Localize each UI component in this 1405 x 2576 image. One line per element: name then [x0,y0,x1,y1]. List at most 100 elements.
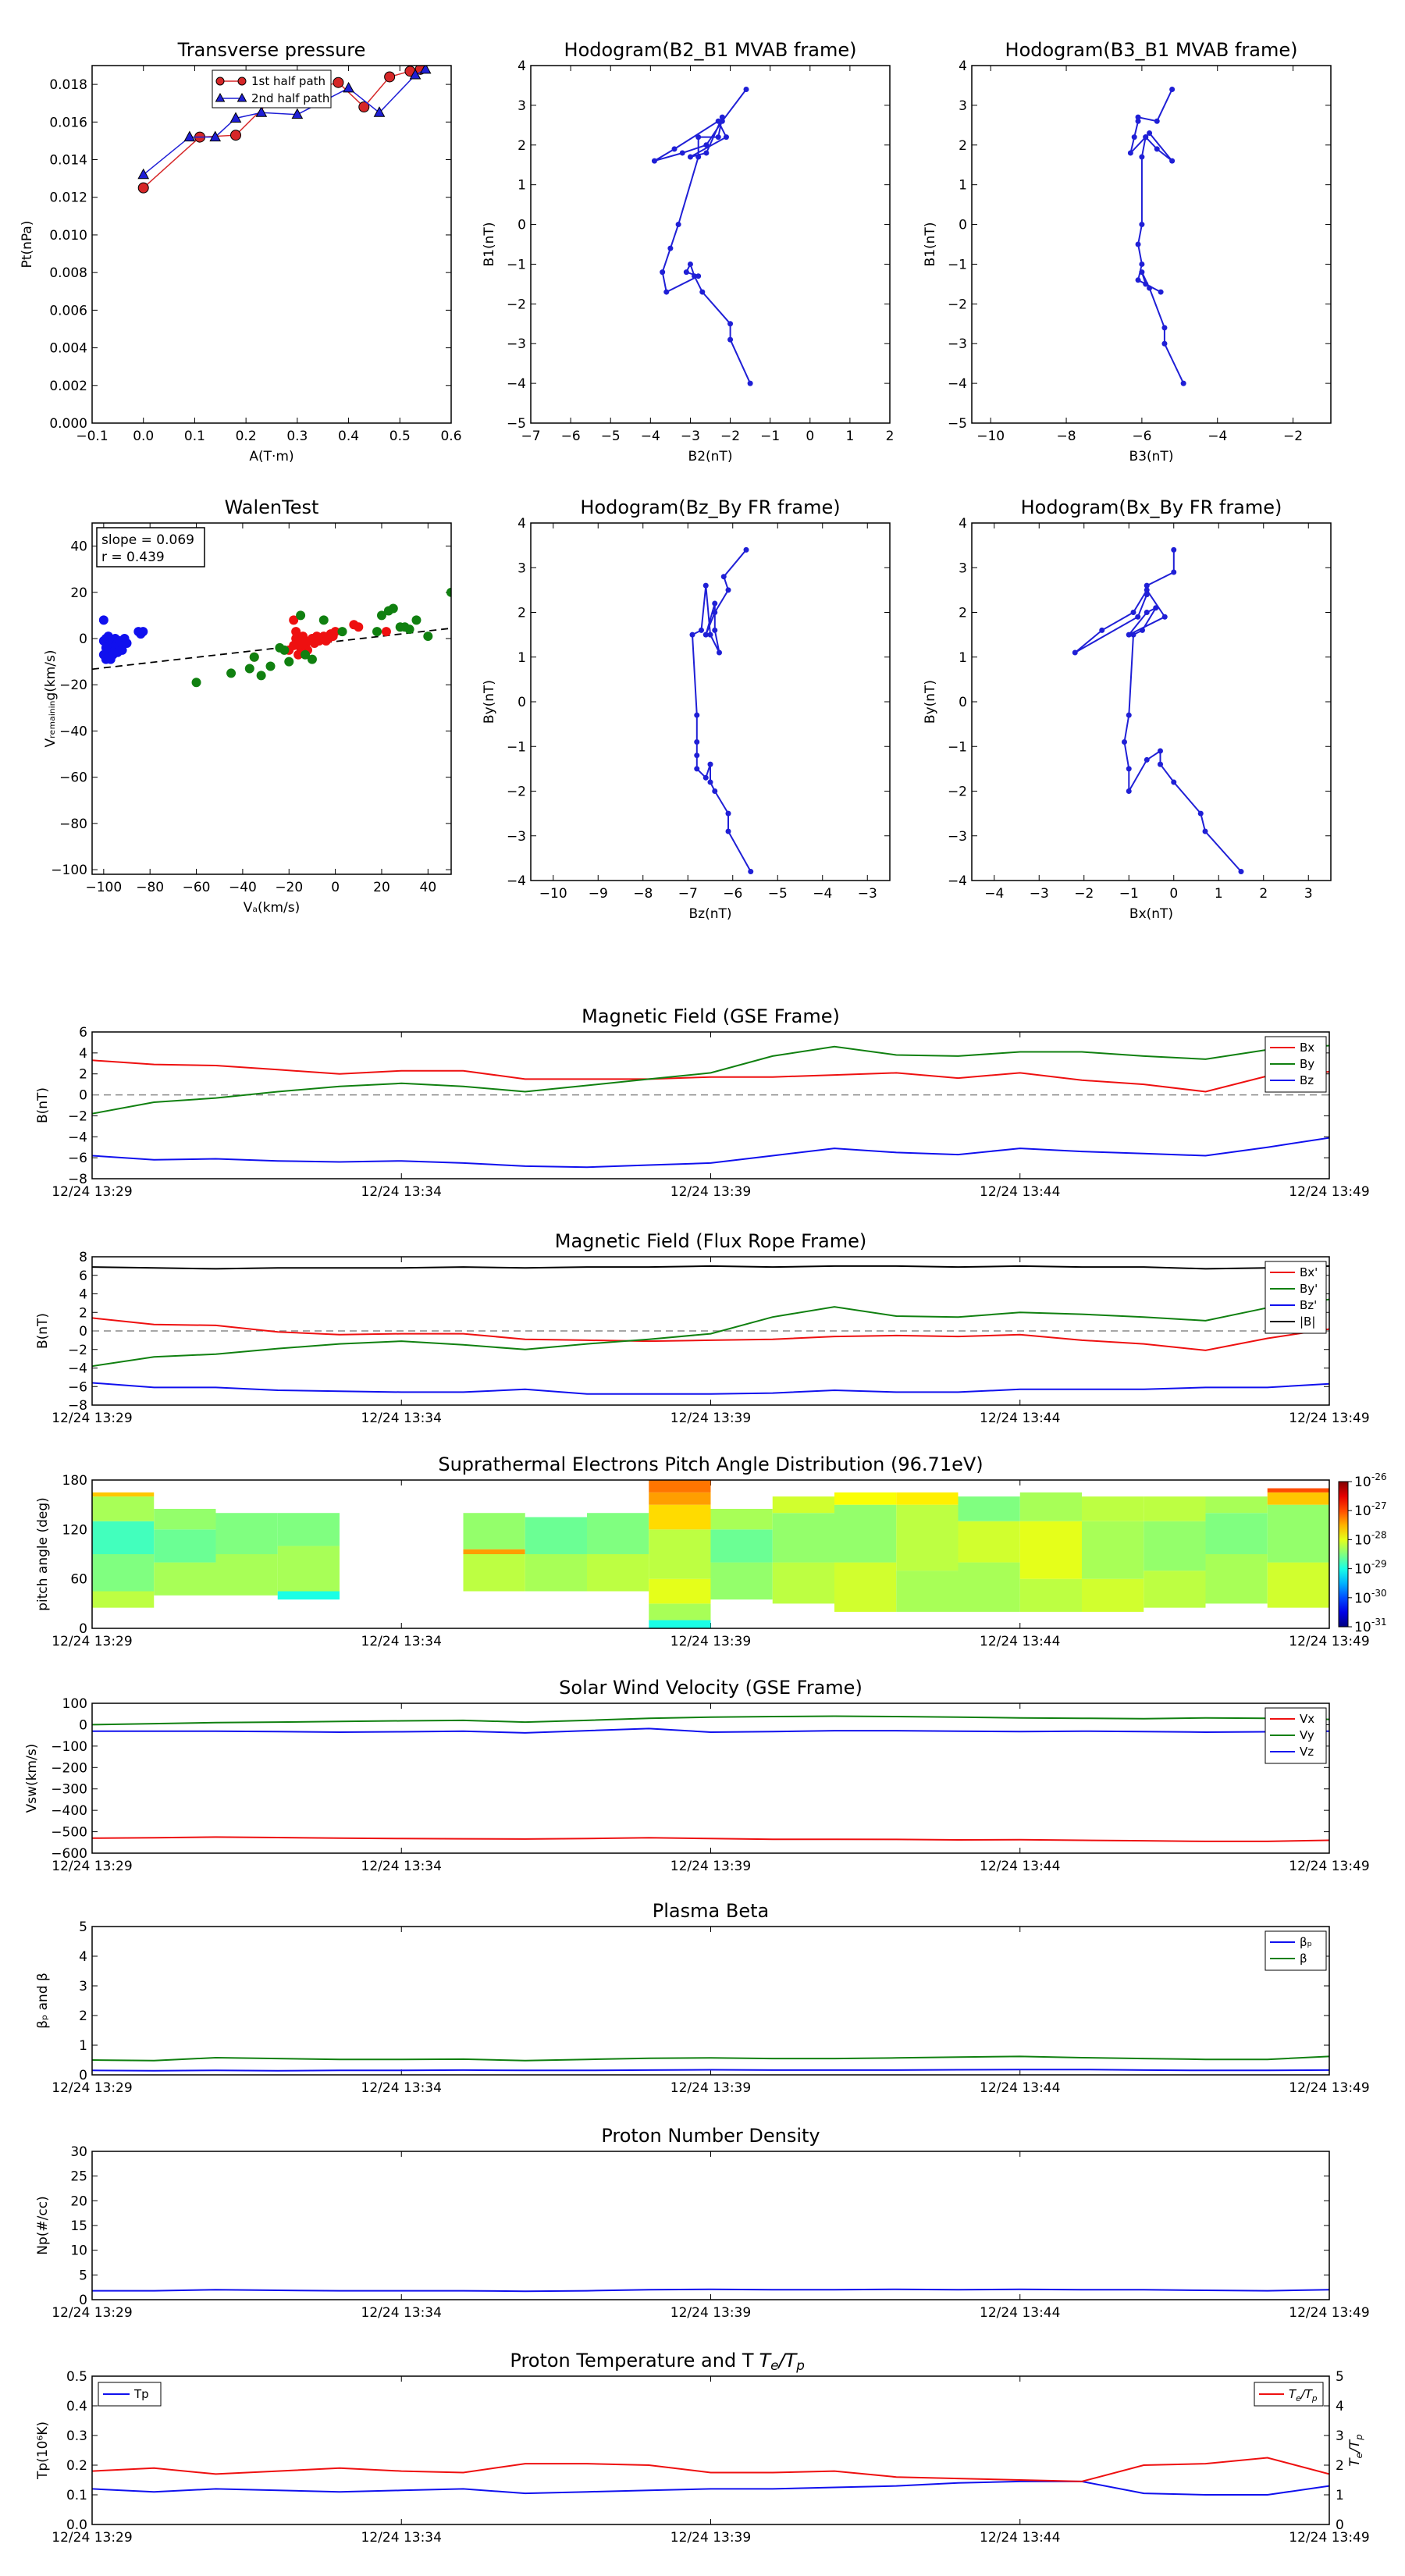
colorbar-tick-label: 10 [1354,1503,1371,1519]
y-tick-label: −80 [59,817,87,832]
y-tick-label: 0.014 [49,153,87,169]
y-tick-label: 0 [79,632,87,647]
hodogram-point [1154,118,1160,124]
hodogram-point [699,627,704,633]
chart-title: Proton Temperature and T [510,2350,753,2371]
legend-label: By [1300,1057,1314,1071]
y-tick-label: 0 [518,218,526,233]
plot-frame [91,2151,1330,2300]
hodogram-point [702,632,709,638]
x-tick-label: 12/24 13:49 [1289,2530,1369,2546]
hodogram-point [707,779,713,785]
plot-area [137,66,432,194]
colorbar-tick-exponent: -30 [1371,1588,1387,1599]
x-tick-label: 0.6 [440,429,461,444]
hodogram-point [1144,582,1150,589]
data-point [291,108,304,119]
y-tick-label: 0.006 [49,303,87,318]
y-tick-label: −600 [51,1846,87,1862]
hodogram-point [1180,380,1186,386]
x-tick-label: −2 [1283,429,1303,444]
walen-point [337,627,347,637]
hodogram-point [660,269,666,276]
x-tick-label: 0 [331,880,340,895]
hodogram-point [1202,828,1208,834]
hodogram-point [1127,150,1133,156]
heatmap-cell [1267,1488,1329,1493]
hodogram-point [715,118,721,124]
chart-title: Transverse pressure [177,39,366,61]
hodogram-point [694,739,700,745]
hodogram-point [1143,134,1149,141]
x-tick-label: −3 [1030,886,1049,902]
heatmap-cell [1267,1504,1329,1563]
x-tick-label: −10 [539,886,567,902]
x-tick-label: 12/24 13:29 [52,2530,132,2546]
chart-title: Magnetic Field (Flux Rope Frame) [555,1230,866,1252]
y-tick-label: 4 [518,59,526,74]
hodogram-point [1144,756,1150,763]
heatmap-cell [1144,1496,1206,1521]
y-tick-label: −1 [507,257,526,272]
y-tick-label: −6 [68,1151,87,1166]
y-tick-label: 6 [79,1268,87,1284]
heatmap-cell [1205,1496,1268,1514]
y-tick-label: 15 [70,2218,87,2234]
series-line [92,1137,1329,1169]
y-tick-label: 3 [79,1979,87,1994]
y-tick-label: −60 [59,770,87,786]
heatmap-cell [1144,1571,1206,1608]
chart-title: Solar Wind Velocity (GSE Frame) [559,1677,863,1699]
chart-ts7: Proton Temperature and T 12/24 13:29 12/24… [35,2350,1370,2546]
x-tick-label: 12/24 13:44 [980,2305,1060,2321]
hodogram-point [725,810,731,817]
hodogram-point [712,600,718,607]
y-tick-label: −300 [51,1782,87,1798]
hodogram-point [1154,146,1160,152]
x-tick-label: 0.1 [184,429,205,444]
legend-label: Bz [1300,1073,1314,1087]
y-tick-label: 0.016 [49,115,87,130]
y-tick-label: 0.000 [49,416,87,432]
hodogram-point [667,245,674,251]
x-tick-label: 2 [1259,886,1268,902]
y-tick-label: −2 [948,785,967,800]
x-tick-label: 12/24 13:34 [361,1411,442,1426]
hodogram-point [694,753,700,759]
y-tick-label: −40 [59,724,87,739]
heatmap-cell [1144,1521,1206,1571]
data-point [229,112,242,123]
hodogram-point [703,142,710,148]
y-tick-label: 0 [79,1717,87,1733]
annotation-box [96,527,205,568]
y-axis-label: Pt(nPa) [20,221,35,269]
y-axis-label: Vᵣₑₘₐᵢₙᵢₙg(km/s) [43,649,59,747]
legend-label: Bx' [1300,1265,1318,1279]
hodogram-point [725,828,731,834]
heatmap-cell [772,1513,834,1563]
y-tick-label: 3 [518,98,526,114]
x-tick-label: 12/24 13:34 [361,1634,442,1649]
hodogram-point [712,627,718,633]
y-axis-label: Tp(10⁶K) [35,2421,51,2480]
walen-point [423,632,433,642]
hodogram-point [743,87,749,93]
hodogram-point [1158,761,1163,767]
walen-point [388,603,398,614]
hodogram-point [1169,87,1176,93]
heatmap-cell [1205,1554,1268,1604]
x-tick-label: −3 [858,886,877,902]
heatmap-cell [1267,1492,1329,1505]
legend-marker [237,76,247,86]
y-tick-label: 1 [959,178,967,194]
heatmap-cell [1082,1496,1144,1521]
x-tick-label: −6 [1132,429,1151,444]
y-tick-label: −2 [507,297,526,312]
hodogram-point [651,158,657,164]
y-right-tick-label: 4 [1336,2399,1344,2414]
hodogram-point [1135,277,1141,283]
hodogram-point [695,273,702,279]
x-axis-label: Bz(nT) [688,906,731,922]
series-line [92,1044,1329,1115]
